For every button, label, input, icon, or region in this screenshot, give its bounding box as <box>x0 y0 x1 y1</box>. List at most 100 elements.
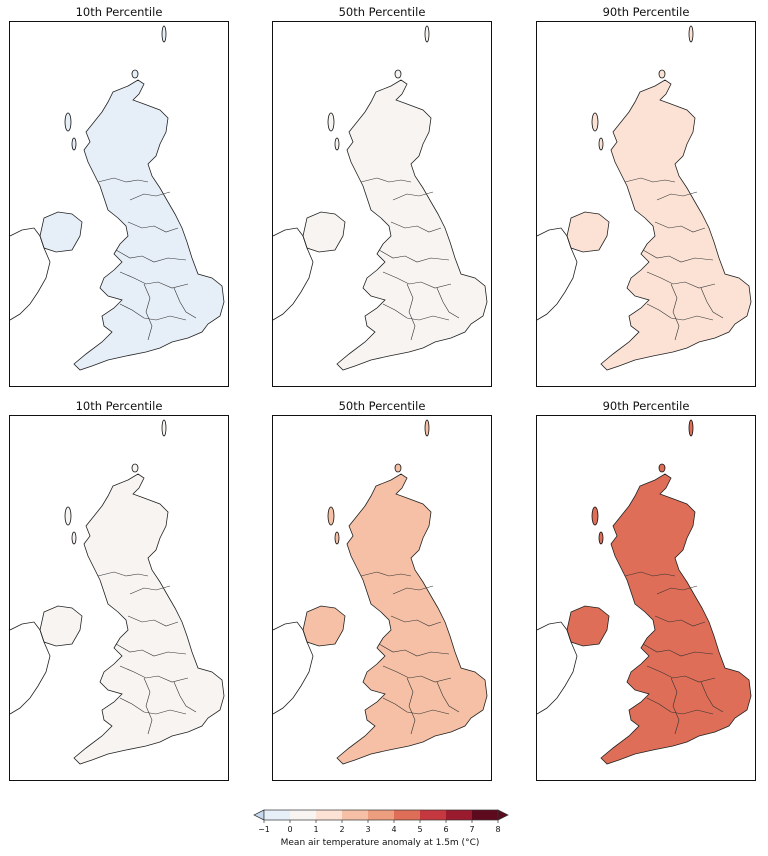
region-border-2-7 <box>436 287 460 319</box>
region-border-6-7 <box>700 681 724 713</box>
region-border-3-7 <box>700 287 724 319</box>
region-border-2-1 <box>360 177 412 183</box>
colorbar-tick-label-8: 6 <box>443 825 448 834</box>
island-3-4 <box>598 137 604 151</box>
island-3-3 <box>591 112 599 132</box>
region-border-4-5 <box>119 665 189 683</box>
island-4-4 <box>71 531 77 545</box>
panel-title-5: 50th Percentile <box>338 399 426 413</box>
island-5-2 <box>394 463 402 473</box>
island-3-2 <box>658 69 666 79</box>
region-border-1-5 <box>119 271 189 289</box>
panel-title-4: 10th Percentile <box>75 399 163 413</box>
region-border-3-4 <box>642 249 714 263</box>
colorbar-segment-5 <box>368 810 395 820</box>
region-border-4-3 <box>127 615 179 627</box>
region-border-4-8 <box>119 697 187 715</box>
region-border-5-7 <box>436 681 460 713</box>
gb-anomaly-region-4 <box>73 473 225 765</box>
map-panel-5 <box>272 415 492 781</box>
region-border-3-3 <box>654 221 706 233</box>
region-border-5-6 <box>406 677 416 735</box>
region-border-1-6 <box>143 283 153 341</box>
ireland-coastline-1 <box>10 227 51 321</box>
region-border-5-1 <box>360 571 412 577</box>
island-2-3 <box>327 112 335 132</box>
ireland-coastline-2 <box>273 227 314 321</box>
region-border-6-4 <box>642 643 714 657</box>
region-border-4-6 <box>143 677 153 735</box>
gb-anomaly-region-5 <box>336 473 488 765</box>
gb-anomaly-region-1 <box>73 79 225 371</box>
region-border-4-7 <box>173 681 197 713</box>
colorbar-extend-low <box>253 809 265 821</box>
island-6-3 <box>591 506 599 526</box>
colorbar-segment-8 <box>446 810 473 820</box>
gb-anomaly-region-2 <box>336 79 488 371</box>
region-border-4-4 <box>115 643 187 657</box>
colorbar-segment-6 <box>394 810 421 820</box>
island-5-1 <box>424 419 430 437</box>
colorbar-segment-4 <box>342 810 369 820</box>
panel-title-3: 90th Percentile <box>602 5 690 19</box>
island-1-2 <box>131 69 139 79</box>
region-border-4-1 <box>97 571 149 577</box>
colorbar-tick-label-1: −1 <box>258 825 270 834</box>
panel-title-1: 10th Percentile <box>75 5 163 19</box>
ni-anomaly-region-3 <box>566 211 610 253</box>
ni-anomaly-region-1 <box>39 211 83 253</box>
region-border-3-1 <box>624 177 676 183</box>
ireland-coastline-6 <box>537 621 578 715</box>
region-border-3-6 <box>670 283 680 341</box>
colorbar-segment-9 <box>472 810 499 820</box>
map-panel-2 <box>272 21 492 387</box>
region-border-4-2 <box>129 585 171 595</box>
island-2-1 <box>424 25 430 43</box>
panel-title-6: 90th Percentile <box>602 399 690 413</box>
region-border-2-3 <box>390 221 442 233</box>
panel-title-2: 50th Percentile <box>338 5 426 19</box>
map-panel-4 <box>9 415 229 781</box>
colorbar-tick-label-5: 3 <box>365 825 370 834</box>
colorbar-tick-label-6: 4 <box>391 825 396 834</box>
island-5-3 <box>327 506 335 526</box>
region-border-1-2 <box>129 191 171 201</box>
region-border-1-1 <box>97 177 149 183</box>
ni-anomaly-region-4 <box>39 605 83 647</box>
region-border-2-4 <box>378 249 450 263</box>
colorbar-segment-7 <box>420 810 447 820</box>
region-border-2-2 <box>392 191 434 201</box>
colorbar-tick-label-9: 7 <box>469 825 474 834</box>
region-border-5-3 <box>390 615 442 627</box>
region-border-1-7 <box>173 287 197 319</box>
region-border-2-8 <box>382 303 450 321</box>
region-border-6-3 <box>654 615 706 627</box>
colorbar: −1 0 1 2 3 4 5 6 7 8 <box>253 809 509 834</box>
island-2-2 <box>394 69 402 79</box>
island-4-2 <box>131 463 139 473</box>
region-border-1-8 <box>119 303 187 321</box>
region-border-6-6 <box>670 677 680 735</box>
island-6-2 <box>658 463 666 473</box>
colorbar-extend-high <box>497 809 509 821</box>
colorbar-label: Mean air temperature anomaly at 1.5m (°C… <box>280 838 480 848</box>
region-border-3-5 <box>646 271 716 289</box>
colorbar-segment-3 <box>316 810 343 820</box>
island-6-1 <box>688 419 694 437</box>
colorbar-outline <box>263 809 499 821</box>
ireland-coastline-5 <box>273 621 314 715</box>
island-3-1 <box>688 25 694 43</box>
region-border-3-8 <box>646 303 714 321</box>
region-border-2-5 <box>382 271 452 289</box>
map-panel-1 <box>9 21 229 387</box>
colorbar-tick-label-4: 2 <box>339 825 344 834</box>
island-1-4 <box>71 137 77 151</box>
ni-anomaly-region-2 <box>302 211 346 253</box>
region-border-1-3 <box>127 221 179 233</box>
region-border-6-5 <box>646 665 716 683</box>
island-2-4 <box>334 137 340 151</box>
region-border-5-2 <box>392 585 434 595</box>
ireland-coastline-3 <box>537 227 578 321</box>
region-border-3-2 <box>656 191 698 201</box>
island-1-1 <box>161 25 167 43</box>
